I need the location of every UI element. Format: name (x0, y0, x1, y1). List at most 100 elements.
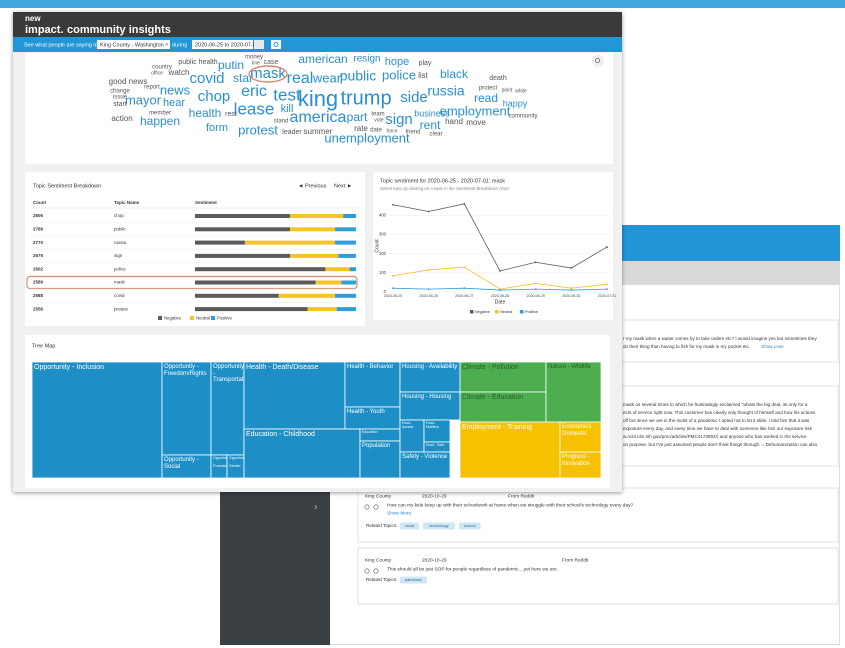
word[interactable]: sign (385, 111, 413, 128)
word[interactable]: member (149, 111, 171, 117)
treemap-cell[interactable] (459, 421, 561, 479)
date-field[interactable] (192, 40, 253, 49)
word[interactable]: police (382, 67, 416, 82)
next-button[interactable]: Next ► (334, 183, 352, 189)
word[interactable]: read (474, 91, 498, 105)
word[interactable]: black (440, 67, 469, 81)
sentiment-segment[interactable] (195, 307, 308, 312)
word[interactable]: trump (340, 87, 391, 109)
word[interactable]: office (151, 70, 163, 76)
word[interactable]: chop (198, 88, 231, 105)
word[interactable]: protect (479, 86, 498, 92)
word[interactable]: health (189, 106, 222, 120)
word[interactable]: country (152, 65, 172, 71)
word[interactable]: summer (304, 127, 333, 136)
topic-name[interactable]: chop (114, 213, 124, 218)
word[interactable]: protest (238, 122, 278, 137)
word[interactable]: good news (109, 77, 148, 86)
sentiment-segment[interactable] (315, 280, 342, 285)
word[interactable]: happen (140, 114, 180, 128)
word[interactable]: mayor (125, 92, 162, 107)
word[interactable]: report (144, 85, 160, 91)
comment-icon[interactable] (373, 568, 379, 574)
word[interactable]: public health (178, 59, 217, 66)
topic-chip[interactable] (459, 522, 481, 530)
sidebar-arrow[interactable]: › (314, 502, 317, 513)
treemap-cell[interactable] (559, 421, 602, 453)
word[interactable]: mask (250, 65, 286, 82)
word[interactable]: friend (405, 130, 420, 136)
word[interactable]: american (298, 52, 347, 66)
sentiment-segment[interactable] (278, 293, 336, 298)
word[interactable]: money (245, 55, 263, 61)
sentiment-segment[interactable] (244, 240, 336, 245)
topic-name[interactable]: police (114, 266, 126, 271)
word[interactable]: point (502, 87, 513, 93)
word[interactable]: team (371, 112, 384, 118)
topic-name[interactable]: public (114, 226, 127, 231)
treemap-cell[interactable] (359, 440, 401, 479)
sentiment-segment[interactable] (195, 293, 279, 298)
topic-name[interactable]: protest (114, 306, 129, 311)
treemap-cell[interactable] (243, 361, 346, 430)
word[interactable]: resign (353, 54, 380, 65)
word[interactable]: leader (282, 129, 302, 136)
topic-chip[interactable] (400, 576, 427, 584)
word[interactable]: issue (113, 95, 128, 101)
topic-name[interactable]: sign (114, 253, 123, 258)
word[interactable]: eric (241, 83, 267, 100)
topic-name[interactable]: mask (114, 280, 126, 285)
word[interactable]: hope (385, 56, 409, 68)
sentiment-segment[interactable] (349, 267, 356, 272)
topic-name[interactable]: russia (114, 240, 127, 245)
zoom-button[interactable] (592, 55, 604, 67)
word[interactable]: side (400, 89, 428, 106)
search-button[interactable] (271, 40, 281, 49)
word[interactable]: kill (281, 103, 294, 115)
word[interactable]: covid (189, 70, 224, 87)
sentiment-segment[interactable] (338, 253, 356, 258)
word[interactable]: lease (234, 99, 275, 118)
word[interactable]: force (386, 128, 397, 134)
word[interactable]: happy (503, 98, 528, 108)
word[interactable]: putin (218, 58, 244, 72)
treemap-cell[interactable] (243, 428, 361, 479)
word[interactable]: news (160, 82, 191, 97)
sentiment-segment[interactable] (195, 267, 326, 272)
word[interactable]: hand (445, 117, 463, 126)
word[interactable]: public (340, 68, 377, 84)
sentiment-segment[interactable] (195, 214, 290, 218)
location-field[interactable] (97, 40, 170, 49)
sentiment-segment[interactable] (335, 227, 356, 232)
treemap-cell[interactable] (545, 361, 602, 423)
topic-chip[interactable] (400, 522, 419, 530)
treemap-cell[interactable] (399, 451, 451, 479)
word[interactable]: unemployment (324, 130, 410, 145)
previous-button[interactable]: ◄ Previous (298, 183, 327, 189)
calendar-button[interactable] (254, 40, 264, 49)
sentiment-segment[interactable] (336, 307, 356, 312)
word[interactable]: watch (168, 68, 190, 77)
show-less[interactable]: Show Less (761, 344, 784, 349)
word[interactable]: community (508, 114, 537, 120)
sentiment-segment[interactable] (335, 293, 356, 298)
word[interactable]: vote (374, 117, 384, 123)
reaction-icon[interactable] (364, 504, 370, 510)
treemap-cell[interactable] (459, 361, 547, 393)
treemap-cell[interactable] (161, 361, 212, 456)
word[interactable]: death (489, 75, 507, 82)
word[interactable]: line (252, 60, 260, 66)
sentiment-segment[interactable] (307, 307, 337, 312)
word[interactable]: stand (274, 119, 289, 125)
word[interactable]: star (233, 71, 253, 85)
word[interactable]: america (290, 109, 347, 126)
treemap-cell[interactable] (31, 361, 163, 479)
treemap-cell[interactable] (459, 391, 547, 423)
word[interactable]: business (414, 108, 450, 118)
word[interactable]: clear (429, 132, 442, 138)
word[interactable]: part (347, 110, 368, 124)
word[interactable]: date (370, 128, 382, 134)
word[interactable]: king (298, 86, 338, 111)
word[interactable]: start (113, 101, 127, 108)
show-more[interactable]: Show More (387, 510, 412, 516)
